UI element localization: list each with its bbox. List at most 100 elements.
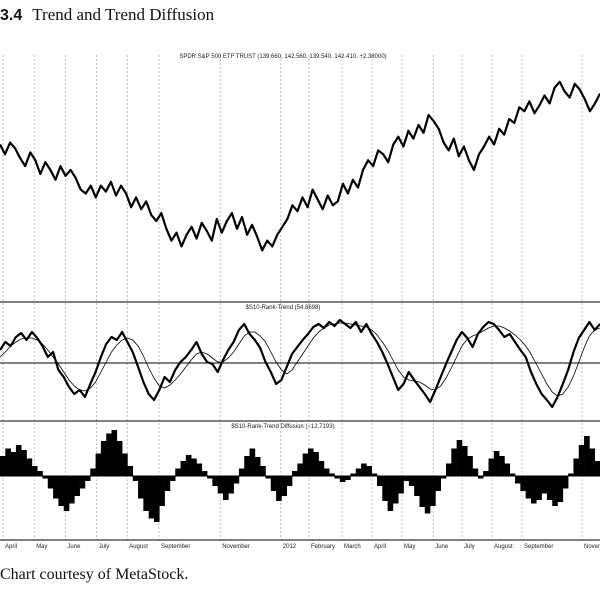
x-tick-label: September	[524, 544, 553, 550]
diffusion-bar	[376, 476, 383, 486]
diffusion-bar	[499, 456, 505, 476]
diffusion-bar	[414, 476, 420, 496]
diffusion-panel: $S10-Rank-Trend Diffusion (−12.7193)	[0, 424, 600, 522]
diffusion-bar	[313, 452, 319, 476]
diffusion-bar	[185, 455, 192, 476]
x-tick-label: February	[311, 544, 335, 550]
diffusion-bar	[493, 451, 500, 476]
diffusion-bar	[477, 476, 484, 479]
diffusion-bar	[254, 457, 261, 476]
diffusion-bar	[451, 448, 457, 476]
diffusion-bar	[419, 476, 426, 507]
diffusion-bar	[323, 468, 330, 476]
diffusion-panel-title: $S10-Rank-Trend Diffusion (−12.7193)	[231, 424, 334, 430]
diffusion-bar	[116, 441, 123, 476]
diffusion-bar	[74, 476, 80, 496]
diffusion-bar	[392, 476, 399, 504]
diffusion-bar	[228, 476, 234, 494]
x-tick-label: April	[374, 544, 386, 550]
diffusion-bar	[488, 458, 495, 476]
diffusion-bar	[483, 471, 489, 476]
diffusion-bar	[536, 476, 542, 500]
diffusion-bar	[334, 476, 341, 479]
rank-trend-panel-title: $S10-Rank-Trend (54.8698)	[246, 305, 321, 311]
diffusion-bar	[382, 476, 388, 501]
figure-number: 3.4	[0, 7, 23, 24]
diffusion-bar	[159, 476, 165, 506]
diffusion-bar	[589, 448, 595, 476]
diffusion-bar	[212, 476, 218, 486]
x-tick-label: August	[494, 544, 513, 550]
figure-title-text: Trend and Trend Diffusion	[32, 5, 215, 24]
diffusion-bar	[217, 476, 224, 494]
diffusion-bar	[244, 456, 250, 476]
diffusion-bar	[504, 463, 511, 476]
diffusion-bar	[143, 476, 149, 511]
diffusion-bar	[138, 476, 144, 499]
diffusion-bar	[345, 476, 351, 480]
diffusion-bar	[467, 456, 473, 476]
diffusion-bar	[84, 476, 91, 481]
diffusion-bar	[530, 476, 537, 504]
diffusion-bar	[127, 466, 134, 476]
diffusion-bar	[69, 476, 75, 504]
diffusion-bar	[350, 473, 357, 476]
x-tick-label: May	[36, 544, 47, 550]
diffusion-bar	[106, 433, 112, 476]
price-panel: SPDR S&P 500 ETF TRUST (139.660, 142.560…	[0, 54, 600, 252]
diffusion-bar	[63, 476, 70, 511]
diffusion-bar	[265, 476, 272, 479]
diffusion-bar	[562, 476, 569, 489]
diffusion-bar	[100, 441, 107, 476]
x-tick-label: November	[584, 544, 600, 550]
rank-trend-panel: $S10-Rank-Trend (54.8698)	[0, 305, 600, 409]
diffusion-bar	[111, 430, 118, 476]
diffusion-bar	[0, 456, 6, 476]
diffusion-bar	[233, 476, 240, 484]
diffusion-bar	[191, 458, 197, 476]
x-axis-labels: April May June July August September November 2…	[5, 544, 600, 550]
diffusion-bar	[148, 476, 155, 519]
x-tick-label: June	[435, 544, 449, 550]
x-axis: April May June July August September November 2…	[0, 539, 600, 550]
diffusion-bar	[520, 476, 526, 491]
diffusion-bar	[95, 453, 102, 476]
price-series-line	[0, 80, 600, 252]
diffusion-bar	[297, 463, 303, 476]
diffusion-bar	[578, 445, 585, 476]
diffusion-bar	[408, 476, 415, 486]
diffusion-bar	[281, 476, 288, 496]
diffusion-bar	[573, 458, 580, 476]
figure-caption: Chart courtesy of MetaStock.	[0, 566, 189, 583]
diffusion-bar	[361, 463, 367, 476]
diffusion-bar	[302, 453, 309, 476]
diffusion-bar	[371, 473, 378, 476]
diffusion-bar	[403, 476, 410, 481]
diffusion-bar	[15, 445, 22, 476]
diffusion-bar	[568, 473, 574, 476]
diffusion-bar	[557, 476, 564, 502]
diffusion-bar	[541, 476, 548, 494]
x-tick-label: July	[99, 544, 110, 550]
diffusion-bar	[276, 476, 282, 501]
diffusion-bar	[58, 476, 65, 506]
diffusion-bar	[552, 476, 558, 506]
diffusion-bar	[175, 468, 181, 476]
diffusion-bar	[318, 461, 325, 476]
diffusion-bar	[153, 476, 160, 522]
diffusion-bar	[398, 476, 404, 494]
diffusion-bar	[53, 476, 59, 499]
diffusion-bar	[329, 473, 335, 476]
diffusion-bar	[525, 476, 532, 499]
diffusion-bar	[207, 476, 213, 479]
diffusion-bar	[446, 463, 452, 476]
diffusion-bar	[307, 448, 314, 476]
price-panel-title: SPDR S&P 500 ETF TRUST (139.660, 142.560…	[179, 54, 386, 60]
x-tick-label: June	[67, 544, 81, 550]
x-tick-label: August	[129, 544, 148, 550]
diffusion-bar	[509, 473, 516, 476]
diffusion-bar	[5, 448, 11, 476]
diffusion-bar	[10, 452, 17, 476]
diffusion-bar	[42, 476, 49, 479]
x-tick-label: March	[344, 544, 361, 550]
